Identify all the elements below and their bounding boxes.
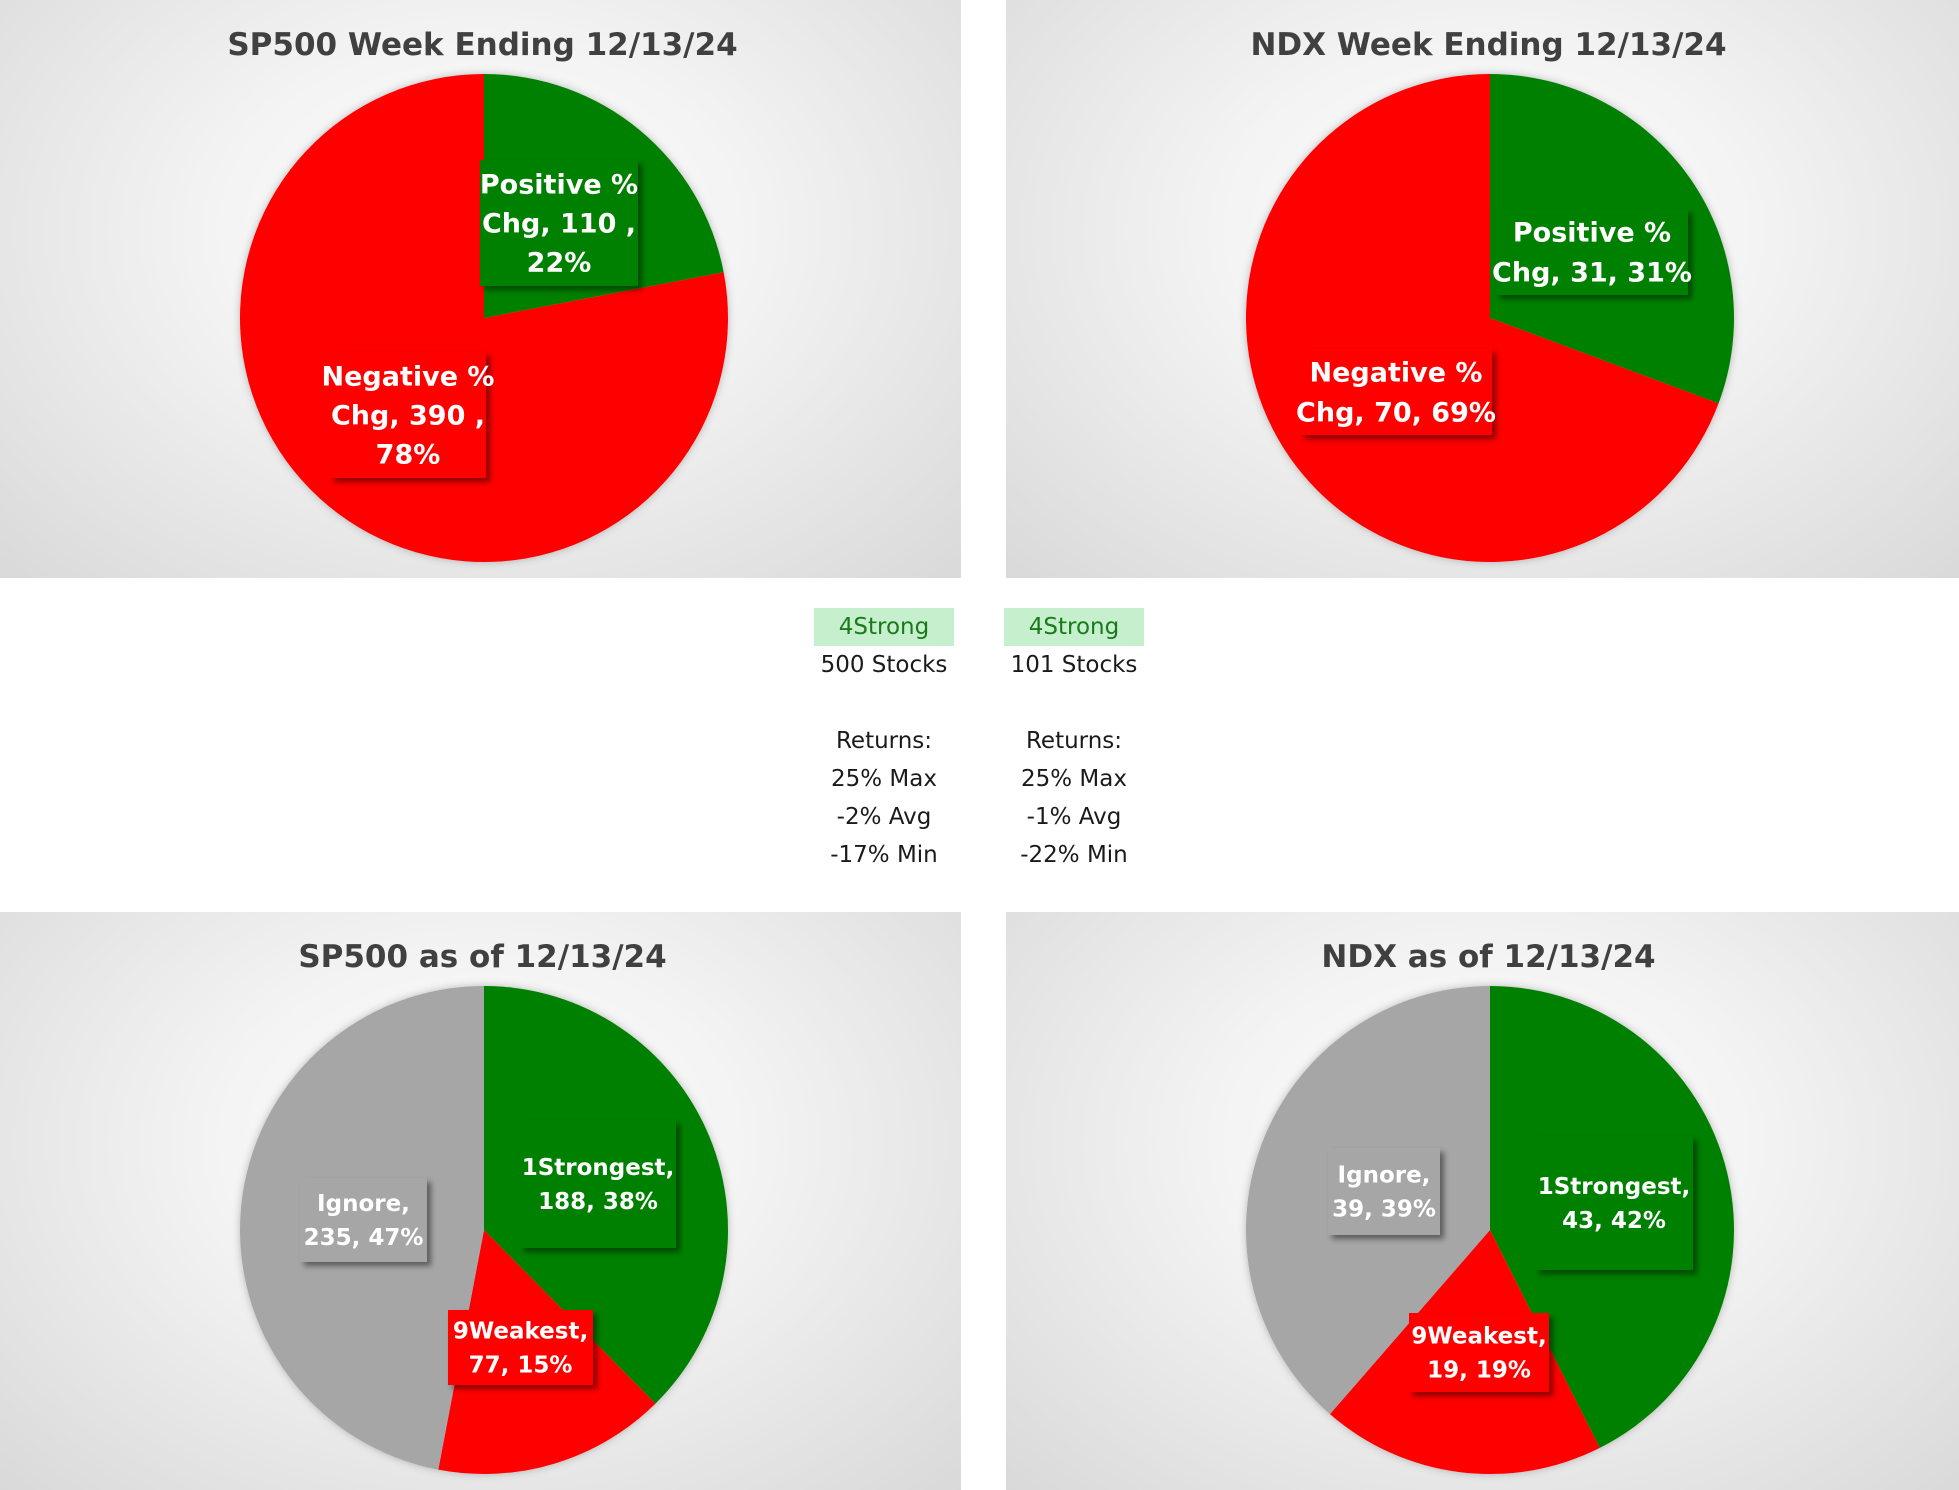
returns-max: 25% Max	[831, 766, 937, 792]
chart-title: SP500 as of 12/13/24	[298, 939, 666, 975]
data-label-text: Negative %	[1310, 357, 1483, 388]
data-label-text: 235, 47%	[304, 1225, 424, 1251]
data-label-text: Chg, 31, 31%	[1492, 257, 1692, 288]
data-label-text: 9Weakest,	[1411, 1324, 1546, 1350]
data-label-1strongest: 1Strongest, 43, 42%	[1535, 1136, 1693, 1270]
data-label-ignore: Ignore, 235, 47%	[300, 1178, 427, 1262]
sp500-asof-pie-chart: SP500 as of 12/13/24 1Strongest, 188, 38% 9…	[0, 912, 961, 1490]
chart-title: NDX as of 12/13/24	[1321, 939, 1655, 975]
data-label-box	[448, 1310, 593, 1385]
data-label-text: Positive %	[480, 169, 638, 200]
data-label-9weakest: 9Weakest, 19, 19%	[1409, 1313, 1549, 1392]
data-label-1strongest: 1Strongest, 188, 38%	[520, 1120, 676, 1248]
data-label-text: 22%	[527, 247, 592, 278]
data-label-box	[1409, 1313, 1549, 1392]
data-label-box	[1300, 349, 1492, 435]
data-label-text: 77, 15%	[469, 1353, 573, 1379]
data-label-text: 9Weakest,	[453, 1319, 588, 1345]
chart-title: NDX Week Ending 12/13/24	[1250, 27, 1726, 63]
chart-title: SP500 Week Ending 12/13/24	[227, 27, 737, 63]
ndx-asof-pie-chart: NDX as of 12/13/24 1Strongest, 43, 42% 9Wea…	[1006, 912, 1959, 1490]
returns-min: -17% Min	[830, 842, 938, 868]
stock-count: 500 Stocks	[820, 652, 948, 678]
strength-badge: 4Strong	[814, 608, 954, 646]
data-label-negative-chg: Negative % Chg, 70, 69%	[1296, 349, 1496, 435]
sp500-stats-block: 4Strong 500 Stocks Returns: 25% Max -2% …	[814, 608, 954, 874]
data-label-text: Positive %	[1513, 217, 1671, 248]
ndx-week-pie-chart: NDX Week Ending 12/13/24 Positive % Chg, 3…	[1006, 0, 1959, 578]
data-label-text: Ignore,	[317, 1191, 410, 1217]
ndx-stats-block: 4Strong 101 Stocks Returns: 25% Max -1% …	[1004, 608, 1144, 874]
data-label-positive-chg: Positive % Chg, 31, 31%	[1492, 209, 1692, 295]
data-label-text: Chg, 110 ,	[482, 208, 636, 239]
pie-slice-negative-chg	[1245, 74, 1719, 563]
data-label-text: 43, 42%	[1562, 1208, 1666, 1234]
returns-label: Returns:	[835, 728, 933, 754]
data-label-box	[300, 1178, 427, 1262]
data-label-text: 1Strongest,	[522, 1155, 675, 1181]
data-label-text: Chg, 390 ,	[331, 400, 485, 431]
data-label-box	[330, 352, 486, 478]
data-label-positive-chg: Positive % Chg, 110 , 22%	[480, 160, 638, 286]
data-label-negative-chg: Negative % Chg, 390 , 78%	[322, 352, 495, 478]
data-label-text: 78%	[376, 439, 441, 470]
data-label-text: Ignore,	[1338, 1163, 1431, 1189]
returns-avg: -2% Avg	[836, 804, 932, 830]
data-label-ignore: Ignore, 39, 39%	[1328, 1148, 1440, 1235]
pie-svg: NDX Week Ending 12/13/24 Positive % Chg, 3…	[1245, 27, 1734, 563]
data-label-text: 19, 19%	[1427, 1358, 1531, 1384]
stock-count: 101 Stocks	[1010, 652, 1138, 678]
data-label-box	[480, 160, 638, 286]
data-label-text: Negative %	[322, 361, 495, 392]
data-label-9weakest: 9Weakest, 77, 15%	[448, 1310, 593, 1385]
returns-avg: -1% Avg	[1026, 804, 1122, 830]
strength-badge: 4Strong	[1004, 608, 1144, 646]
data-label-box	[1535, 1136, 1693, 1270]
returns-min: -22% Min	[1020, 842, 1128, 868]
pie-svg: NDX as of 12/13/24 1Strongest, 43, 42% 9Wea…	[1246, 939, 1734, 1474]
data-label-text: 39, 39%	[1332, 1197, 1436, 1223]
returns-label: Returns:	[1025, 728, 1123, 754]
pie-svg: SP500 Week Ending 12/13/24 Positive % Chg,…	[227, 27, 738, 562]
returns-max: 25% Max	[1021, 766, 1127, 792]
data-label-box	[520, 1120, 676, 1248]
data-label-text: Chg, 70, 69%	[1296, 397, 1496, 428]
data-label-text: 188, 38%	[538, 1189, 658, 1215]
data-label-box	[1328, 1148, 1440, 1235]
pie-svg: SP500 as of 12/13/24 1Strongest, 188, 38% 9…	[240, 939, 728, 1474]
data-label-text: 1Strongest,	[1538, 1174, 1691, 1200]
data-label-box	[1496, 209, 1688, 295]
sp500-week-pie-chart: SP500 Week Ending 12/13/24 Positive % Chg,…	[0, 0, 961, 578]
